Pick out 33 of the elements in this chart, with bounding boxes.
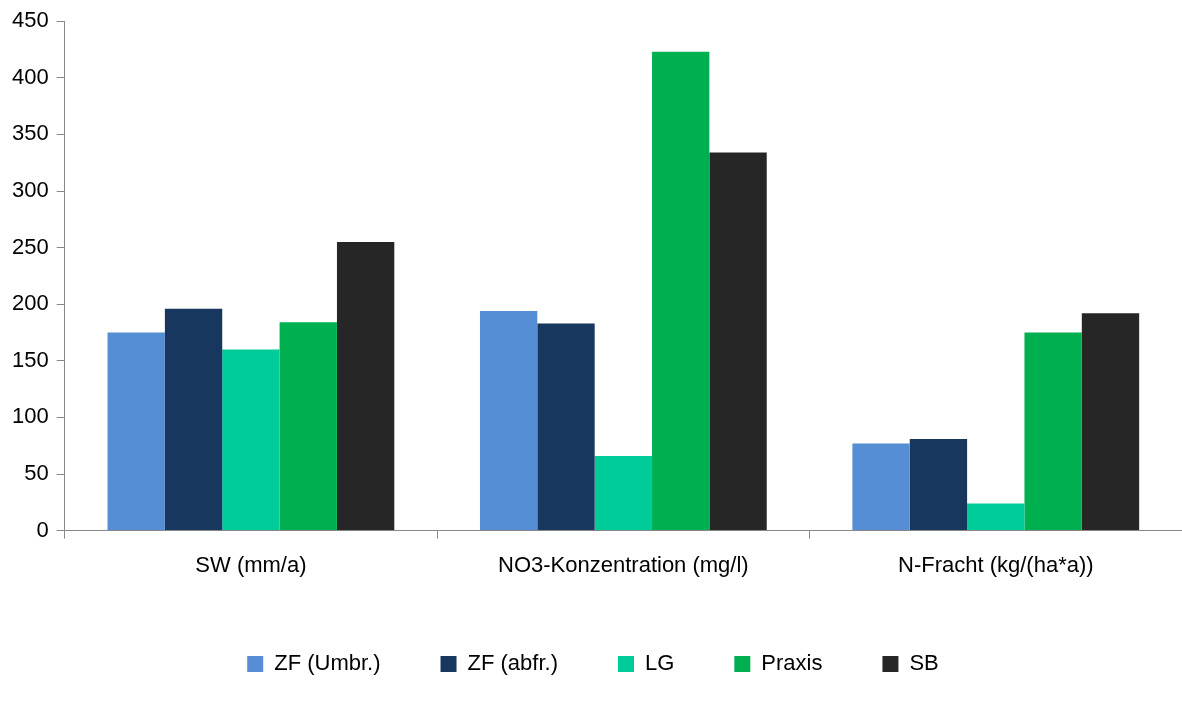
bar [336, 241, 395, 531]
bar [164, 308, 223, 531]
x-tick-label: NO3-Konzentration (mg/l) [498, 551, 749, 577]
y-tick-label: 400 [11, 63, 49, 89]
y-tick-label: 350 [11, 120, 49, 146]
bar [594, 455, 653, 531]
bar [107, 332, 165, 531]
bar [1024, 332, 1082, 531]
x-tick-label: SW (mm/a) [195, 551, 307, 577]
legend-label: LG [644, 650, 675, 676]
bar [709, 152, 767, 531]
bar [967, 503, 1025, 531]
bar [279, 322, 337, 531]
y-tick-label: 50 [24, 460, 49, 486]
legend-label: ZF (Umbr.) [274, 650, 381, 676]
y-tick-label: 200 [11, 290, 49, 316]
y-tick-label: 250 [11, 233, 49, 259]
bar [537, 323, 595, 531]
bar [652, 51, 710, 531]
bar [479, 310, 538, 531]
legend-label: SB [909, 650, 939, 676]
y-tick-label: 0 [36, 516, 49, 542]
bar [852, 443, 910, 531]
y-tick-label: 150 [11, 346, 49, 372]
bar [1081, 313, 1140, 531]
legend-label: Praxis [761, 650, 823, 676]
x-tick-label: N-Fracht (kg/(ha*a)) [897, 551, 1094, 577]
legend-label: ZF (abfr.) [467, 650, 558, 676]
y-tick-label: 300 [11, 177, 49, 203]
bar [222, 349, 280, 531]
bar [909, 438, 968, 531]
y-tick-label: 450 [11, 7, 49, 33]
y-tick-label: 100 [11, 403, 49, 429]
